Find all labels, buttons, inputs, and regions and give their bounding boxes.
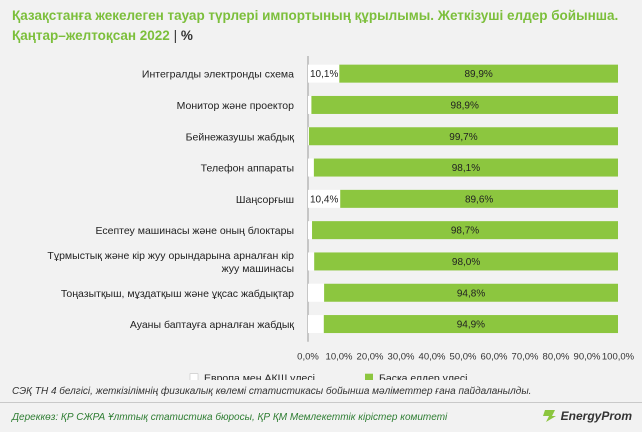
divider	[0, 402, 642, 403]
category-label: Шаңсорғыш	[236, 194, 294, 206]
bar-europe-us	[308, 221, 313, 240]
brand-logo: EnergyProm	[541, 409, 632, 423]
bar-europe-us	[308, 127, 309, 146]
data-label: 98,0%	[452, 257, 480, 268]
bar-other	[312, 221, 618, 240]
data-label: 98,9%	[451, 100, 479, 111]
bar-other	[323, 315, 618, 334]
logo-text: EnergyProm	[560, 409, 632, 423]
data-label: 94,8%	[457, 288, 485, 299]
x-tick-label: 0,0%	[297, 352, 319, 363]
category-label: Есептеу машинасы және оның блоктары	[95, 225, 294, 237]
bar-other	[324, 283, 618, 302]
legend-swatch-other	[365, 373, 373, 380]
x-tick-label: 10,0%	[326, 352, 353, 363]
legend-label: Европа мен АҚШ үлесі	[204, 373, 315, 380]
data-label: 10,4%	[310, 194, 338, 205]
x-tick-label: 100,0%	[602, 352, 635, 363]
x-tick-label: 60,0%	[481, 352, 508, 363]
x-tick-label: 40,0%	[419, 352, 446, 363]
data-label: 89,9%	[464, 69, 492, 80]
chart-title: Қазақстанға жекелеген тауар түрлері импо…	[12, 6, 632, 46]
x-tick-label: 30,0%	[388, 352, 415, 363]
energyprom-mark-icon	[542, 410, 556, 422]
category-label: Бейнежазушы жабдық	[186, 131, 295, 143]
data-label: 98,7%	[451, 226, 479, 237]
bar-europe-us	[308, 315, 324, 334]
category-label: Интегралды электронды схема	[142, 69, 294, 81]
title-line1: Қазақстанға жекелеген тауар түрлері импо…	[12, 8, 619, 23]
x-tick-label: 50,0%	[450, 352, 477, 363]
source-note: Дереккөз: ҚР СЖРА Ұлттық статистика бюро…	[12, 412, 448, 423]
bar-other	[339, 64, 618, 83]
bar-other	[311, 95, 618, 114]
data-label: 94,9%	[457, 320, 485, 331]
x-tick-label: 90,0%	[574, 352, 601, 363]
title-separator: |	[173, 28, 178, 43]
bar-other	[313, 158, 618, 177]
category-label: Тоңазытқыш, мұздатқыш және ұқсас жабдықт…	[61, 288, 294, 300]
data-label: 98,1%	[452, 163, 480, 174]
bar-other	[308, 127, 618, 146]
bar-other	[314, 252, 618, 271]
legend-swatch-europe-us	[189, 373, 199, 380]
data-label: 99,7%	[449, 132, 477, 143]
data-label: 10,1%	[310, 69, 338, 80]
category-label: Телефон аппараты	[201, 163, 294, 175]
bar-europe-us	[308, 95, 312, 114]
title-unit: %	[180, 28, 193, 43]
title-line2: Қаңтар–желтоқсан 2022	[12, 28, 170, 43]
bar-europe-us	[308, 252, 315, 271]
category-label: Тұрмыстық және кір жуу орындарына арналғ…	[47, 250, 294, 275]
data-label: 89,6%	[465, 194, 493, 205]
category-label: Монитор және проектор	[177, 100, 295, 112]
category-label: Ауаны баптауға арналған жабдық	[130, 319, 295, 331]
bar-other	[340, 189, 618, 208]
x-tick-label: 20,0%	[357, 352, 384, 363]
legend-label: Басқа елдер үлесі	[379, 373, 467, 380]
bar-europe-us	[308, 64, 340, 83]
x-tick-label: 70,0%	[512, 352, 539, 363]
bar-europe-us	[308, 283, 325, 302]
stacked-bar-chart: Интегралды электронды схема 10,1% 89,9% Мон…	[47, 56, 635, 380]
bar-europe-us	[308, 189, 341, 208]
x-tick-label: 80,0%	[543, 352, 570, 363]
footnote: СЭҚ ТН 4 белгісі, жеткізілімнің физикалы…	[12, 386, 532, 397]
bar-europe-us	[308, 158, 314, 177]
